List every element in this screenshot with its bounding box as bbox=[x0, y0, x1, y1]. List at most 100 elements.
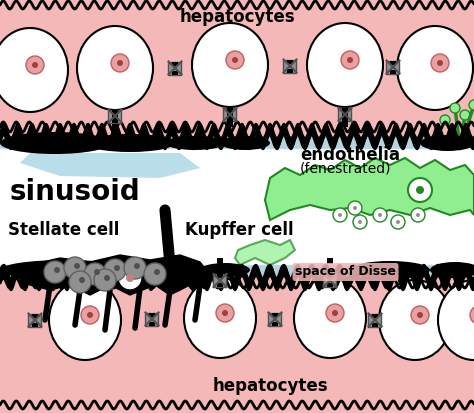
Bar bbox=[32, 313, 38, 318]
Circle shape bbox=[378, 213, 382, 217]
Ellipse shape bbox=[85, 134, 175, 152]
Bar bbox=[109, 109, 121, 123]
Text: hepatocytes: hepatocytes bbox=[179, 8, 295, 26]
Circle shape bbox=[26, 56, 44, 74]
Bar bbox=[172, 62, 178, 66]
Bar bbox=[0, 136, 474, 148]
Circle shape bbox=[117, 60, 123, 66]
Ellipse shape bbox=[165, 136, 225, 150]
Circle shape bbox=[84, 263, 106, 285]
Bar bbox=[172, 71, 178, 74]
Circle shape bbox=[460, 110, 470, 120]
Circle shape bbox=[411, 208, 425, 222]
Circle shape bbox=[373, 208, 387, 222]
Text: endothelia: endothelia bbox=[300, 146, 400, 164]
Bar bbox=[342, 117, 348, 121]
Circle shape bbox=[144, 263, 166, 285]
Ellipse shape bbox=[0, 260, 130, 280]
Circle shape bbox=[94, 269, 100, 275]
Circle shape bbox=[437, 60, 443, 66]
Bar bbox=[327, 268, 333, 274]
Circle shape bbox=[74, 263, 80, 269]
Bar bbox=[327, 274, 333, 278]
Polygon shape bbox=[235, 240, 295, 265]
Bar bbox=[149, 321, 155, 325]
Circle shape bbox=[111, 54, 129, 72]
Circle shape bbox=[333, 208, 347, 222]
Circle shape bbox=[134, 263, 140, 269]
Bar bbox=[342, 111, 348, 117]
Text: sinusoid: sinusoid bbox=[10, 178, 141, 206]
Circle shape bbox=[470, 306, 474, 324]
Bar bbox=[338, 108, 352, 121]
Circle shape bbox=[440, 115, 450, 125]
Bar bbox=[372, 323, 378, 327]
Ellipse shape bbox=[379, 280, 451, 360]
Circle shape bbox=[81, 306, 99, 324]
Ellipse shape bbox=[294, 278, 366, 358]
Bar bbox=[272, 321, 278, 325]
Circle shape bbox=[416, 213, 420, 217]
Circle shape bbox=[469, 100, 474, 110]
Bar bbox=[217, 258, 223, 264]
Circle shape bbox=[64, 257, 86, 279]
Ellipse shape bbox=[49, 280, 121, 360]
Circle shape bbox=[450, 103, 460, 113]
Circle shape bbox=[114, 265, 120, 271]
Text: hepatocytes: hepatocytes bbox=[212, 377, 328, 395]
Ellipse shape bbox=[100, 261, 180, 279]
Circle shape bbox=[408, 178, 432, 202]
Ellipse shape bbox=[200, 263, 250, 277]
Circle shape bbox=[104, 275, 110, 281]
Bar bbox=[112, 124, 118, 130]
Circle shape bbox=[44, 261, 66, 283]
Circle shape bbox=[222, 310, 228, 316]
Circle shape bbox=[396, 220, 400, 224]
Bar bbox=[283, 59, 297, 73]
Ellipse shape bbox=[0, 132, 110, 154]
Circle shape bbox=[416, 186, 424, 194]
Circle shape bbox=[348, 201, 362, 215]
Circle shape bbox=[332, 310, 338, 316]
Ellipse shape bbox=[350, 261, 430, 279]
Ellipse shape bbox=[397, 26, 473, 110]
Polygon shape bbox=[20, 153, 200, 178]
Bar bbox=[390, 60, 396, 64]
Circle shape bbox=[347, 57, 353, 63]
Ellipse shape bbox=[0, 28, 68, 112]
Bar bbox=[368, 313, 382, 327]
Ellipse shape bbox=[420, 135, 474, 151]
Bar bbox=[217, 283, 223, 287]
Circle shape bbox=[104, 259, 126, 281]
Circle shape bbox=[32, 62, 38, 68]
Bar bbox=[0, 265, 474, 277]
Bar bbox=[217, 274, 223, 278]
Bar bbox=[287, 59, 293, 64]
Ellipse shape bbox=[307, 23, 383, 107]
Circle shape bbox=[417, 312, 423, 318]
Bar bbox=[217, 268, 223, 274]
Circle shape bbox=[338, 213, 342, 217]
Bar bbox=[32, 323, 38, 327]
Circle shape bbox=[232, 57, 238, 63]
Bar bbox=[372, 313, 378, 318]
Ellipse shape bbox=[192, 23, 268, 107]
Bar bbox=[146, 313, 158, 325]
Circle shape bbox=[118, 266, 142, 290]
Bar bbox=[323, 274, 337, 287]
Bar bbox=[224, 108, 237, 121]
Bar bbox=[227, 117, 233, 121]
Bar bbox=[386, 60, 400, 74]
Bar bbox=[287, 69, 293, 73]
Bar bbox=[268, 313, 282, 325]
Text: (fenestrated): (fenestrated) bbox=[300, 161, 392, 175]
Circle shape bbox=[124, 257, 146, 279]
Bar bbox=[342, 108, 348, 112]
Bar bbox=[112, 119, 118, 123]
Bar bbox=[168, 62, 182, 74]
Circle shape bbox=[341, 51, 359, 69]
Bar bbox=[390, 69, 396, 74]
Circle shape bbox=[411, 306, 429, 324]
Circle shape bbox=[326, 304, 344, 322]
Text: Kupffer cell: Kupffer cell bbox=[185, 221, 293, 239]
